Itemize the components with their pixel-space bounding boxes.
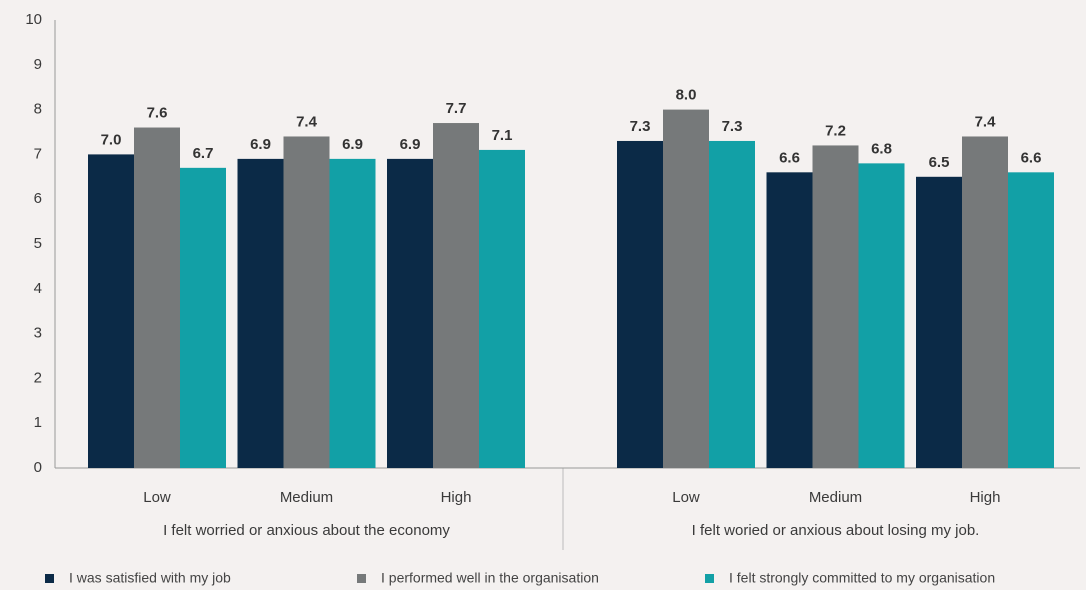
value-label: 7.2	[825, 122, 846, 139]
bar	[283, 136, 330, 469]
value-label: 7.0	[101, 131, 122, 148]
bar	[709, 140, 755, 468]
legend-swatch	[45, 574, 54, 583]
legend-label: I was satisfied with my job	[69, 570, 231, 586]
bar	[88, 154, 134, 468]
legend-label: I felt strongly committed to my organisa…	[729, 570, 995, 586]
bar	[237, 158, 284, 468]
value-label: 7.4	[296, 113, 318, 130]
y-tick-label: 1	[34, 414, 42, 431]
bar	[180, 167, 226, 468]
value-label: 6.6	[779, 149, 800, 166]
x-tick-label: Low	[672, 489, 700, 506]
bar	[962, 136, 1008, 469]
y-tick-label: 5	[34, 235, 42, 252]
bar	[663, 109, 709, 468]
y-tick-label: 9	[34, 56, 42, 73]
bar	[479, 149, 525, 469]
bar	[433, 123, 479, 468]
x-tick-label: High	[441, 489, 472, 506]
value-label: 7.3	[722, 118, 743, 135]
bar	[329, 158, 376, 468]
value-label: 8.0	[676, 87, 697, 104]
x-tick-label: High	[970, 489, 1001, 506]
y-tick-label: 7	[34, 145, 42, 162]
value-label: 6.9	[342, 136, 363, 153]
value-label: 7.6	[147, 104, 168, 121]
x-tick-label: Medium	[280, 489, 333, 506]
bar	[858, 163, 905, 469]
value-label: 6.9	[250, 136, 271, 153]
value-label: 6.5	[929, 154, 950, 171]
bar	[1008, 172, 1054, 468]
bar	[766, 172, 813, 468]
y-tick-label: 0	[34, 459, 42, 476]
group-label: I felt woried or anxious about losing my…	[692, 522, 980, 539]
x-tick-label: Medium	[809, 489, 862, 506]
value-label: 6.8	[871, 140, 892, 157]
y-tick-label: 4	[34, 280, 42, 297]
value-label: 7.1	[492, 127, 513, 144]
y-tick-label: 2	[34, 369, 42, 386]
value-label: 6.9	[400, 136, 421, 153]
y-tick-label: 6	[34, 190, 42, 207]
bar	[812, 145, 859, 468]
bar	[387, 158, 433, 468]
y-tick-label: 10	[25, 11, 42, 28]
value-label: 7.4	[975, 113, 997, 130]
value-label: 6.6	[1021, 149, 1042, 166]
legend-label: I performed well in the organisation	[381, 570, 599, 586]
value-label: 7.7	[446, 100, 467, 117]
y-tick-label: 3	[34, 325, 42, 342]
bar	[916, 176, 962, 469]
x-tick-label: Low	[143, 489, 171, 506]
value-label: 7.3	[630, 118, 651, 135]
legend-swatch	[357, 574, 366, 583]
legend-swatch	[705, 574, 714, 583]
y-tick-label: 8	[34, 101, 42, 118]
bar	[134, 127, 180, 469]
group-label: I felt worried or anxious about the econ…	[163, 522, 450, 539]
bar	[617, 140, 663, 468]
value-label: 6.7	[193, 145, 214, 162]
